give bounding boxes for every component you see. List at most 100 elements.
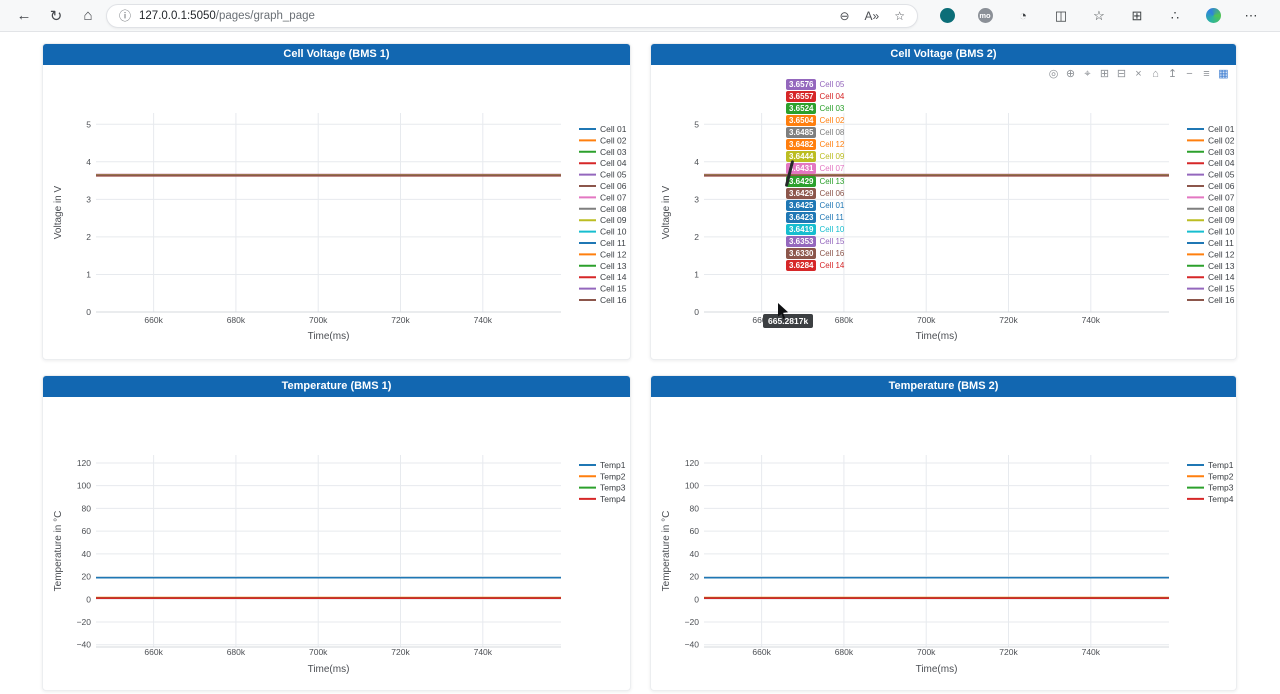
legend-item[interactable]: Temp1 bbox=[1187, 460, 1234, 470]
legend-item[interactable]: Cell 05 bbox=[1187, 170, 1235, 180]
svg-text:Cell 12: Cell 12 bbox=[1208, 249, 1235, 259]
legend-item[interactable]: Cell 12 bbox=[579, 249, 627, 259]
legend-item[interactable]: Cell 10 bbox=[579, 227, 627, 237]
svg-text:Cell 16: Cell 16 bbox=[600, 295, 627, 305]
browser-essentials-icon[interactable]: ∴ bbox=[1170, 7, 1180, 23]
legend-item[interactable]: Temp2 bbox=[1187, 471, 1234, 481]
reset-axes-icon[interactable]: ⌂ bbox=[1152, 68, 1159, 80]
legend-item[interactable]: Cell 07 bbox=[579, 192, 627, 202]
address-bar[interactable]: ⓘ 127.0.0.1:5050/pages/graph_page ⊖ A» ☆ bbox=[106, 3, 918, 28]
svg-text:2: 2 bbox=[86, 232, 91, 242]
x-axis-title: Time(ms) bbox=[916, 664, 958, 675]
svg-text:740k: 740k bbox=[1082, 315, 1101, 325]
zoom-indicator-icon[interactable]: ⊖ bbox=[839, 8, 850, 23]
legend-item[interactable]: Cell 15 bbox=[579, 284, 627, 294]
legend-item[interactable]: Cell 12 bbox=[1187, 249, 1235, 259]
split-screen-icon[interactable]: ◫ bbox=[1054, 7, 1068, 23]
svg-text:4: 4 bbox=[86, 157, 91, 167]
back-icon[interactable]: ← bbox=[16, 7, 32, 24]
extension-mo-icon[interactable]: mo bbox=[976, 7, 994, 25]
legend-item[interactable]: Cell 11 bbox=[1187, 238, 1234, 248]
favorite-star-icon[interactable]: ☆ bbox=[894, 8, 905, 23]
panel-title: Cell Voltage (BMS 1) bbox=[43, 44, 630, 65]
zoom-in-icon[interactable]: ⊞ bbox=[1099, 68, 1110, 80]
pan-icon[interactable]: ⌖ bbox=[1084, 68, 1091, 80]
legend-item[interactable]: Cell 09 bbox=[579, 215, 627, 225]
legend-item[interactable]: Temp4 bbox=[579, 494, 626, 504]
svg-text:Temp3: Temp3 bbox=[600, 483, 626, 493]
copilot-icon[interactable] bbox=[1204, 7, 1222, 25]
legend-item[interactable]: Cell 02 bbox=[579, 135, 627, 145]
legend-item[interactable]: Cell 01 bbox=[579, 124, 627, 134]
hover-compare-icon[interactable]: ≡ bbox=[1203, 68, 1210, 80]
collections-icon[interactable]: ⊞ bbox=[1131, 7, 1143, 23]
svg-text:1: 1 bbox=[694, 269, 699, 279]
extension-teal-icon[interactable] bbox=[938, 7, 956, 25]
temperature-chart-bms1[interactable]: 660k 680k 700k 720k 740k −40 −20 0 20 40 60 80 100 12… bbox=[43, 397, 630, 694]
legend-item[interactable]: Cell 16 bbox=[1187, 295, 1235, 305]
svg-text:Cell 03: Cell 03 bbox=[1208, 147, 1235, 157]
svg-text:Temp1: Temp1 bbox=[1208, 460, 1234, 470]
legend-item[interactable]: Cell 07 bbox=[1187, 192, 1235, 202]
extension-icon[interactable]: ◔ bbox=[1019, 8, 1027, 23]
legend-item[interactable]: Cell 14 bbox=[1187, 272, 1235, 282]
spikelines-icon[interactable]: ↥ bbox=[1167, 68, 1178, 80]
svg-text:0: 0 bbox=[694, 307, 699, 317]
svg-text:660k: 660k bbox=[752, 315, 771, 325]
voltage-chart-bms1[interactable]: 660k 680k 700k 720k 740k 0 1 2 3 4 5 Time(ms) Voltag… bbox=[43, 65, 630, 366]
svg-text:4: 4 bbox=[694, 157, 699, 167]
download-plot-icon[interactable]: ◎ bbox=[1048, 68, 1059, 80]
svg-text:−20: −20 bbox=[685, 617, 700, 627]
legend-item[interactable]: Cell 02 bbox=[1187, 135, 1235, 145]
zoom-icon[interactable]: ⊕ bbox=[1065, 68, 1076, 80]
autoscale-icon[interactable]: × bbox=[1135, 68, 1142, 80]
svg-text:Cell 14: Cell 14 bbox=[1208, 272, 1235, 282]
legend-item[interactable]: Cell 08 bbox=[1187, 204, 1235, 214]
svg-text:2: 2 bbox=[694, 232, 699, 242]
legend-item[interactable]: Cell 13 bbox=[1187, 261, 1235, 271]
chart-canvas: 660k 680k 700k 720k 740k −40 −20 0 20 40 60 80 100 12… bbox=[661, 455, 1234, 675]
legend-item[interactable]: Cell 03 bbox=[1187, 147, 1235, 157]
site-info-icon[interactable]: ⓘ bbox=[119, 9, 132, 23]
legend-item[interactable]: Temp4 bbox=[1187, 494, 1234, 504]
legend-item[interactable]: Temp2 bbox=[579, 471, 626, 481]
legend-item[interactable]: Cell 14 bbox=[579, 272, 627, 282]
legend-item[interactable]: Temp3 bbox=[579, 483, 626, 493]
legend-item[interactable]: Cell 09 bbox=[1187, 215, 1235, 225]
svg-text:660k: 660k bbox=[144, 647, 163, 657]
legend-item[interactable]: Cell 15 bbox=[1187, 284, 1235, 294]
more-menu-icon[interactable]: ⋯ bbox=[1244, 7, 1258, 23]
legend-item[interactable]: Cell 03 bbox=[579, 147, 627, 157]
panel-title: Temperature (BMS 1) bbox=[43, 376, 630, 397]
legend-item[interactable]: Cell 16 bbox=[579, 295, 627, 305]
zoom-out-icon[interactable]: ⊟ bbox=[1116, 68, 1127, 80]
svg-text:Temp4: Temp4 bbox=[600, 494, 626, 504]
svg-text:5: 5 bbox=[86, 119, 91, 129]
legend-item[interactable]: Cell 06 bbox=[579, 181, 627, 191]
legend-item[interactable]: Temp1 bbox=[579, 460, 626, 470]
hover-x-icon[interactable]: ▦ bbox=[1218, 68, 1229, 80]
temperature-chart-bms2[interactable]: 660k 680k 700k 720k 740k −40 −20 0 20 40 60 80 100 12… bbox=[651, 397, 1236, 694]
svg-text:Cell 16: Cell 16 bbox=[1208, 295, 1235, 305]
svg-text:Cell 01: Cell 01 bbox=[1208, 124, 1235, 134]
legend-item[interactable]: Cell 11 bbox=[579, 238, 626, 248]
legend-item[interactable]: Cell 13 bbox=[579, 261, 627, 271]
voltage-chart-bms2[interactable]: ◎ ⊕ ⌖ ⊞ ⊟ × ⌂ ↥ − ≡ ▦ 3.6576 Cell 05 3.6557 Cell 04 3.… bbox=[651, 65, 1236, 366]
svg-text:Temp2: Temp2 bbox=[600, 471, 626, 481]
legend-item[interactable]: Cell 04 bbox=[579, 158, 627, 168]
legend-item[interactable]: Cell 08 bbox=[579, 204, 627, 214]
legend-item[interactable]: Cell 04 bbox=[1187, 158, 1235, 168]
svg-text:Cell 08: Cell 08 bbox=[1208, 204, 1235, 214]
favorites-icon[interactable]: ☆ bbox=[1093, 7, 1105, 23]
home-icon[interactable]: ⌂ bbox=[83, 7, 93, 24]
legend-item[interactable]: Temp3 bbox=[1187, 483, 1234, 493]
hover-closest-icon[interactable]: − bbox=[1186, 68, 1193, 80]
legend-item[interactable]: Cell 06 bbox=[1187, 181, 1235, 191]
svg-text:Cell 06: Cell 06 bbox=[1208, 181, 1235, 191]
legend-item[interactable]: Cell 05 bbox=[579, 170, 627, 180]
legend-item[interactable]: Cell 10 bbox=[1187, 227, 1235, 237]
svg-text:660k: 660k bbox=[752, 647, 771, 657]
read-aloud-icon[interactable]: A» bbox=[864, 8, 880, 23]
refresh-icon[interactable]: ↻ bbox=[49, 7, 63, 25]
legend-item[interactable]: Cell 01 bbox=[1187, 124, 1235, 134]
